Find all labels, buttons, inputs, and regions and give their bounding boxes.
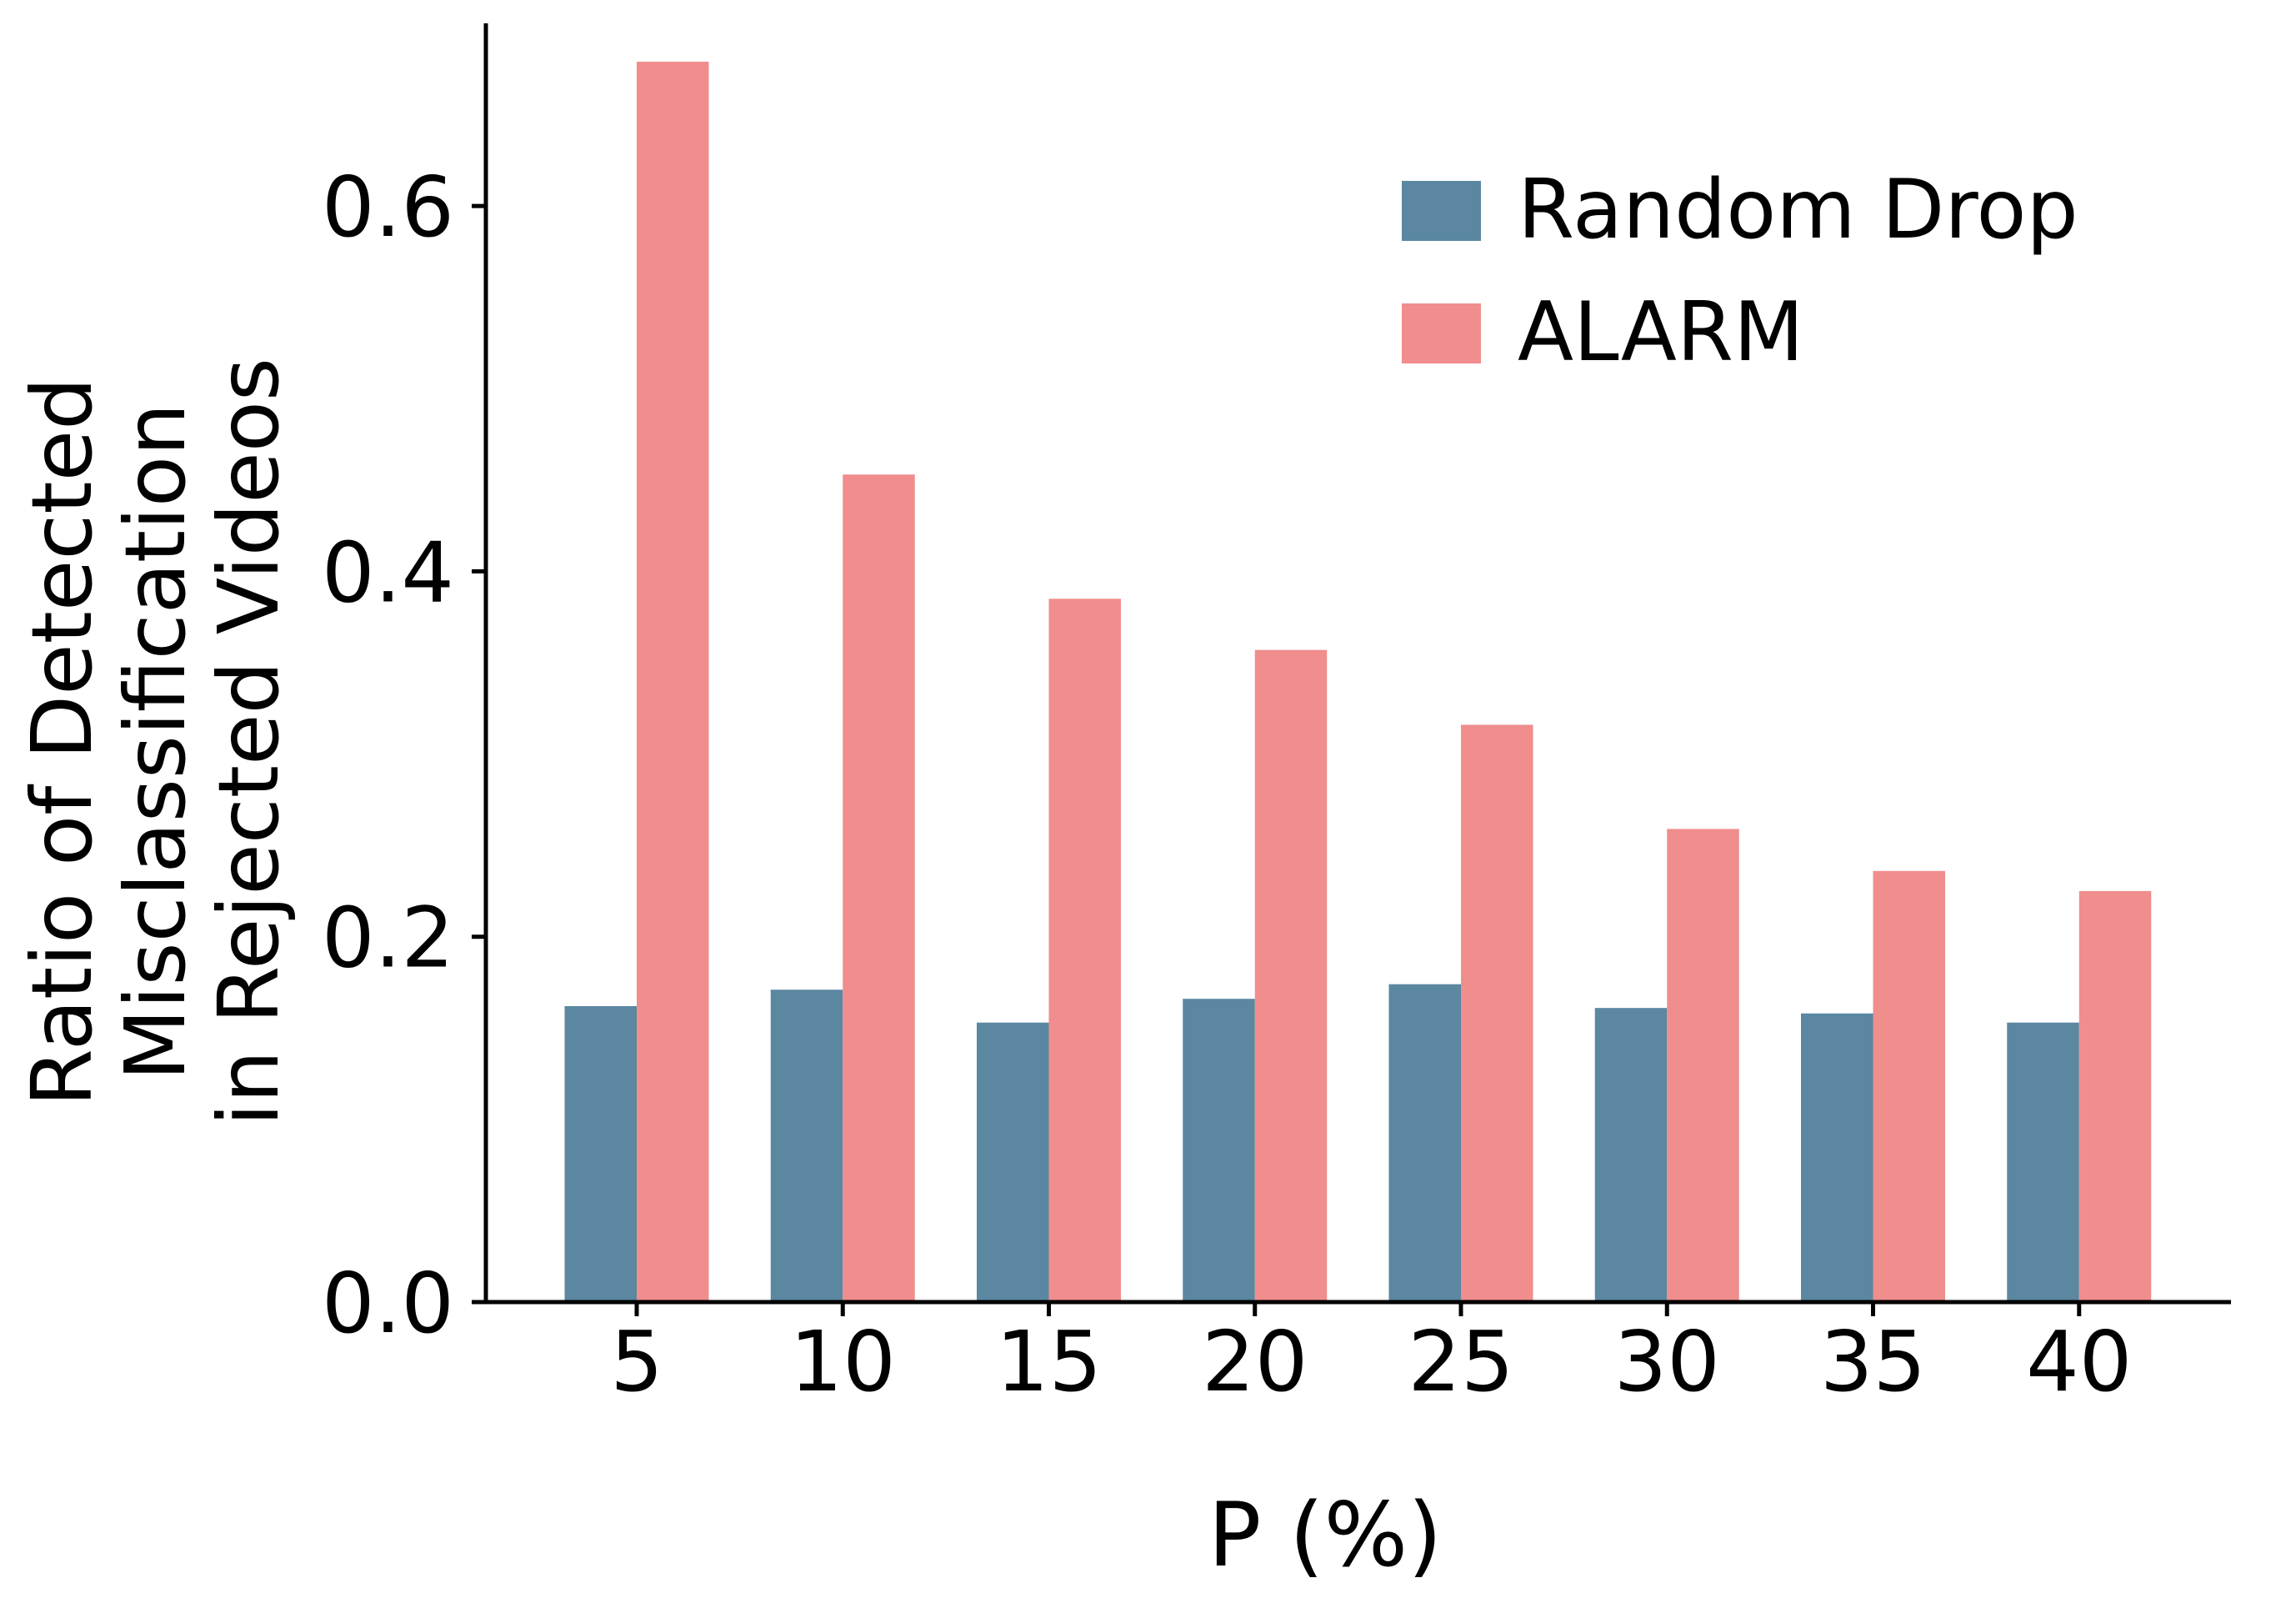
y-tick-label-0.6: 0.6 bbox=[322, 158, 454, 256]
bar-random-drop-p15 bbox=[977, 1022, 1049, 1302]
bar-random-drop-p40 bbox=[2007, 1022, 2079, 1302]
legend-swatch-alarm bbox=[1402, 303, 1481, 363]
y-tick-label-0.4: 0.4 bbox=[322, 523, 454, 621]
y-axis-label: Ratio of Detected Misclassification in R… bbox=[13, 357, 298, 1127]
bar-alarm-p5 bbox=[637, 62, 709, 1302]
x-axis-label: P (%) bbox=[1208, 1484, 1443, 1586]
x-tick-label-10: 10 bbox=[790, 1313, 896, 1410]
y-tick-label-0.2: 0.2 bbox=[322, 889, 454, 987]
bar-alarm-p20 bbox=[1254, 649, 1328, 1302]
bar-random-drop-p30 bbox=[1594, 1008, 1668, 1302]
x-tick-label-35: 35 bbox=[1820, 1313, 1926, 1410]
legend: Random Drop ALARM bbox=[1402, 167, 2078, 377]
bar-alarm-p15 bbox=[1048, 599, 1121, 1302]
bar-alarm-p25 bbox=[1461, 724, 1533, 1302]
bar-alarm-p35 bbox=[1873, 870, 1945, 1302]
bar-alarm-p40 bbox=[2078, 890, 2152, 1302]
x-tick-label-25: 25 bbox=[1408, 1313, 1513, 1410]
bar-random-drop-p25 bbox=[1388, 984, 1461, 1302]
bar-alarm-p10 bbox=[843, 474, 915, 1302]
bar-random-drop-p5 bbox=[564, 1005, 637, 1302]
legend-swatch-random-drop bbox=[1402, 180, 1481, 241]
y-tick-label-0.0: 0.0 bbox=[322, 1255, 454, 1352]
legend-item-alarm: ALARM bbox=[1402, 289, 2078, 377]
x-tick-label-30: 30 bbox=[1614, 1313, 1720, 1410]
legend-label-random-drop: Random Drop bbox=[1518, 163, 2078, 258]
bar-alarm-p30 bbox=[1667, 829, 1739, 1302]
legend-item-random-drop: Random Drop bbox=[1402, 167, 2078, 254]
x-tick-label-20: 20 bbox=[1202, 1313, 1308, 1410]
x-tick-label-5: 5 bbox=[610, 1313, 663, 1410]
x-tick-label-40: 40 bbox=[2026, 1313, 2132, 1410]
x-tick-label-15: 15 bbox=[996, 1313, 1102, 1410]
legend-label-alarm: ALARM bbox=[1518, 285, 1804, 380]
bar-random-drop-p10 bbox=[770, 989, 843, 1302]
bar-random-drop-p20 bbox=[1183, 999, 1255, 1302]
bar-random-drop-p35 bbox=[1801, 1013, 1873, 1302]
